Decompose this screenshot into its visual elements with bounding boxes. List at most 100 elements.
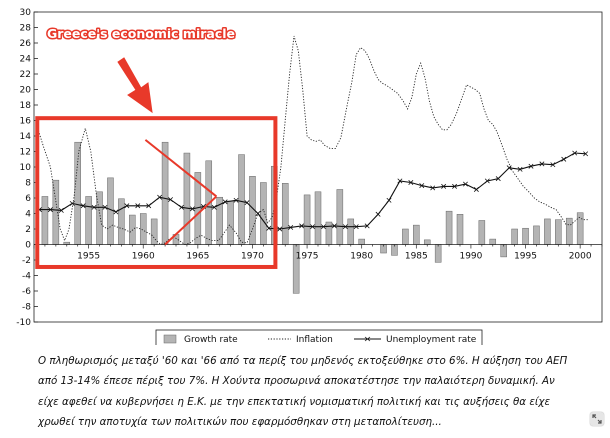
annotation-overlay: Greece's economic miracle — [35, 25, 278, 269]
trend-line — [144, 139, 218, 198]
y-tick-label: -8 — [22, 303, 31, 313]
y-tick-label: -4 — [22, 272, 31, 282]
legend-marker-unemployment — [364, 336, 371, 342]
growth-bar — [118, 198, 125, 245]
unemployment-marker — [561, 156, 567, 162]
growth-bar — [41, 196, 49, 245]
growth-bar — [478, 220, 486, 245]
unemployment-marker — [113, 209, 119, 215]
callout-label: Greece's economic miracle — [47, 26, 235, 41]
unemployment-marker — [244, 200, 250, 206]
unemployment-marker — [168, 197, 174, 203]
unemployment-marker — [528, 163, 534, 169]
x-tick-label: 1995 — [514, 252, 537, 262]
growth-bar — [238, 154, 245, 245]
y-tick-label: -2 — [22, 256, 31, 266]
growth-bar — [489, 238, 497, 245]
x-tick-label: 1960 — [132, 252, 155, 262]
chart-legend: Growth rate Inflation Unemployment rate — [155, 329, 483, 345]
growth-bar — [325, 221, 333, 245]
legend-label-inflation: Inflation — [296, 335, 333, 345]
y-tick-label: 14 — [20, 132, 32, 142]
legend-frame — [155, 329, 483, 345]
x-tick-label: 1955 — [77, 252, 100, 262]
unemployment-marker — [430, 185, 436, 191]
growth-bar — [544, 218, 551, 245]
unemployment-marker — [91, 204, 97, 210]
unemployment-marker — [146, 203, 152, 209]
callout-arrow — [117, 57, 153, 114]
unemployment-marker — [211, 204, 217, 210]
growth-bar — [358, 238, 365, 245]
growth-bar — [107, 177, 114, 245]
unemployment-marker — [441, 183, 447, 189]
unemployment-marker — [47, 207, 53, 213]
growth-bar — [303, 194, 311, 245]
growth-bar — [260, 182, 267, 245]
expand-button[interactable] — [590, 412, 604, 426]
growth-bar — [150, 218, 158, 245]
growth-bar — [85, 196, 92, 245]
growth-bar — [555, 219, 562, 245]
chart-axes: -10-8-6-4-202468101214161820222426283019… — [16, 8, 603, 328]
y-tick-label: -6 — [22, 287, 31, 297]
growth-bar — [576, 212, 584, 245]
y-tick-label: 22 — [20, 70, 31, 80]
plot-frame — [33, 11, 603, 323]
unemployment-marker — [80, 203, 86, 209]
y-tick-label: 12 — [20, 148, 31, 158]
y-tick-label: 24 — [20, 55, 32, 65]
unemployment-marker — [178, 204, 184, 210]
unemployment-marker — [124, 203, 130, 209]
unemployment-marker — [277, 226, 283, 232]
y-tick-label: 28 — [20, 24, 32, 34]
caption: Ο πληθωρισμός μεταξύ '60 και '66 από τα … — [38, 351, 586, 433]
growth-bar — [336, 189, 344, 245]
unemployment-marker — [462, 181, 468, 187]
trend-line — [164, 195, 218, 246]
growth-bars — [41, 141, 584, 294]
unemployment-marker — [310, 224, 316, 230]
unemployment-marker — [266, 225, 272, 231]
unemployment-marker — [135, 203, 141, 209]
y-tick-label: 26 — [20, 39, 32, 49]
y-tick-label: -10 — [16, 318, 31, 328]
unemployment-marker — [157, 194, 163, 200]
growth-bar — [511, 228, 518, 245]
x-tick-label: 1990 — [459, 252, 482, 262]
x-tick-label: 1975 — [296, 252, 319, 262]
caption-line: χρωθεί την αποτυχία των πολιτικών που εφ… — [38, 416, 442, 429]
unemployment-marker — [69, 200, 75, 206]
caption-line: από 13-14% έπεσε πέριξ του 7%. Η Χούντα … — [38, 375, 555, 388]
x-tick-label: 1965 — [186, 252, 209, 262]
x-tick-label: 1985 — [405, 252, 428, 262]
unemployment-marker — [375, 211, 381, 217]
unemployment-marker — [353, 224, 359, 230]
unemployment-marker — [506, 165, 512, 171]
growth-bar — [565, 217, 573, 245]
y-tick-label: 2 — [25, 225, 31, 235]
unemployment-marker — [452, 183, 458, 189]
growth-bar — [183, 152, 191, 245]
growth-bar — [434, 244, 442, 263]
x-tick-label: 1970 — [241, 252, 264, 262]
unemployment-marker — [342, 224, 348, 230]
highlight-box — [35, 116, 278, 269]
y-tick-label: 4 — [25, 210, 31, 220]
growth-bar — [139, 213, 147, 245]
growth-bar — [314, 191, 322, 245]
unemployment-marker — [386, 197, 392, 203]
unemployment-marker — [419, 183, 425, 189]
caption-line: είχε αφεθεί να κυβερνήσει η Ε.Κ. με την … — [38, 395, 551, 408]
unemployment-marker — [364, 223, 370, 229]
y-tick-label: 30 — [20, 8, 32, 18]
growth-bar — [456, 214, 464, 245]
y-tick-label: 0 — [25, 241, 31, 251]
unemployment-marker — [550, 162, 556, 168]
x-tick-label: 2000 — [569, 252, 592, 262]
y-tick-label: 16 — [20, 117, 32, 127]
growth-bar — [533, 225, 540, 245]
x-tick-label: 1980 — [350, 252, 373, 262]
caption-line: Ο πληθωρισμός μεταξύ '60 και '66 από τα … — [38, 355, 568, 367]
unemployment-marker — [331, 223, 337, 229]
